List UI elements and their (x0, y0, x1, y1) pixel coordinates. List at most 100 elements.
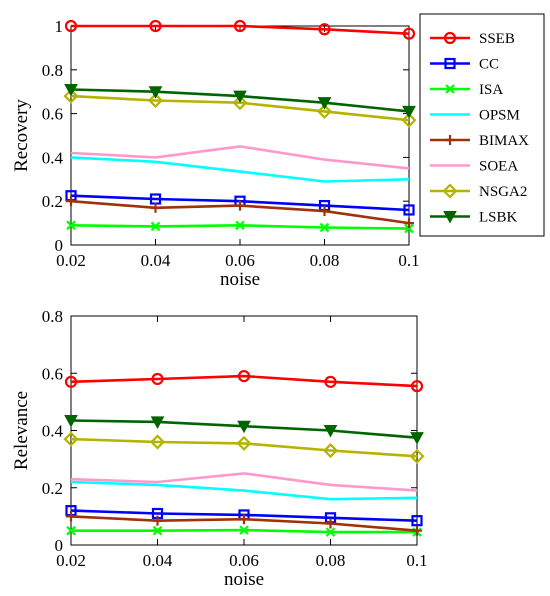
data-point (404, 218, 414, 229)
series-sseb (64, 19, 416, 40)
data-point (316, 103, 333, 119)
data-point (64, 19, 78, 33)
data-point (239, 514, 249, 525)
x-tick-label: 0.1 (398, 251, 419, 270)
series-opsm (70, 156, 410, 183)
legend-label: SSEB (479, 31, 515, 47)
y-tick-label: 0.2 (42, 192, 63, 211)
legend-entry-sseb: SSEB (430, 31, 515, 47)
data-point (401, 112, 417, 128)
data-point (150, 202, 161, 213)
data-point (66, 525, 76, 536)
chart-panel-2: 0.02 0.04 0.06 0.08 0.1 0 0.2 0.4 0.6 0.8 noise Rel… (11, 307, 428, 590)
legend-box (419, 13, 545, 237)
data-point (410, 432, 424, 445)
series-line (70, 480, 418, 501)
y-tick-label: 0 (55, 536, 64, 555)
data-point (317, 97, 332, 110)
legend-entry-isa: ISA (430, 82, 503, 98)
series-bimax (66, 196, 414, 229)
legend-label: CC (479, 57, 499, 73)
data-point (150, 416, 165, 429)
y-axis-label: Recovery (11, 99, 32, 172)
series-lsbk (64, 84, 416, 119)
legend-marker (443, 211, 457, 224)
data-point (66, 196, 76, 207)
legend-label: OPSM (479, 108, 520, 124)
series-line (70, 437, 418, 458)
plot-frame (70, 25, 410, 246)
data-point (412, 525, 422, 536)
data-point (150, 221, 161, 232)
data-point (318, 23, 331, 36)
series-soea (70, 472, 418, 492)
data-point (235, 220, 245, 231)
data-point (236, 435, 252, 451)
data-point (64, 414, 78, 428)
series-isa (66, 220, 414, 234)
x-tick-label: 0.08 (316, 551, 346, 570)
series-nsga2 (63, 431, 425, 464)
legend-label: NSGA2 (479, 184, 527, 200)
x-tick-label: 0.04 (141, 251, 171, 270)
data-point (410, 380, 424, 393)
data-point (237, 370, 251, 383)
y-axis-label: Relevance (11, 391, 32, 470)
data-point (324, 375, 337, 388)
legend-marker (445, 135, 455, 145)
legend-label: BIMAX (479, 133, 529, 149)
data-point (152, 515, 163, 526)
data-point (233, 19, 247, 33)
legend-entry-cc: CC (430, 57, 499, 73)
data-point (66, 511, 76, 522)
data-point (239, 525, 249, 535)
y-tick-label: 0.6 (42, 105, 63, 124)
data-point (403, 204, 415, 216)
series-line (70, 374, 418, 388)
data-point (151, 372, 164, 386)
series-bimax (66, 511, 422, 536)
data-point (235, 200, 245, 211)
data-point (323, 425, 338, 438)
legend-marker (445, 84, 455, 94)
x-tick-label: 0.1 (406, 551, 427, 570)
series-soea (70, 145, 410, 170)
data-point (149, 19, 162, 33)
legend-marker (442, 183, 458, 199)
data-point (66, 220, 76, 231)
data-point (319, 222, 330, 233)
data-point (149, 434, 166, 450)
data-point (63, 431, 79, 447)
data-point (402, 27, 416, 40)
legend-label: LSBK (479, 210, 518, 226)
legend-label: ISA (479, 82, 503, 98)
y-tick-label: 1 (55, 17, 64, 36)
x-tick-label: 0.08 (310, 251, 340, 270)
data-point (411, 515, 423, 527)
data-point (233, 90, 247, 104)
series-lsbk (64, 414, 424, 445)
legend-entry-opsm: OPSM (430, 108, 520, 124)
data-point (325, 518, 336, 529)
x-tick-label: 0.06 (225, 251, 255, 270)
data-point (63, 88, 79, 104)
data-point (322, 442, 339, 459)
y-tick-label: 0.2 (42, 479, 63, 498)
y-tick-label: 0.8 (42, 61, 63, 80)
data-point (237, 420, 251, 434)
legend-marker (443, 31, 457, 45)
chart-panel-1: 0.02 0.04 0.06 0.08 0.1 0 0.2 0.4 0.6 0.8 1 noise Re… (11, 13, 545, 290)
x-tick-label: 0.02 (56, 551, 86, 570)
x-tick-label: 0.04 (143, 551, 173, 570)
series-sseb (64, 370, 424, 393)
y-tick-label: 0 (55, 236, 64, 255)
data-point (232, 95, 248, 111)
legend-entry-soea: SOEA (430, 159, 518, 175)
series-line (70, 156, 410, 183)
data-point (402, 105, 416, 119)
series-opsm (70, 480, 418, 501)
legend-marker (444, 57, 456, 70)
data-point (404, 223, 414, 234)
